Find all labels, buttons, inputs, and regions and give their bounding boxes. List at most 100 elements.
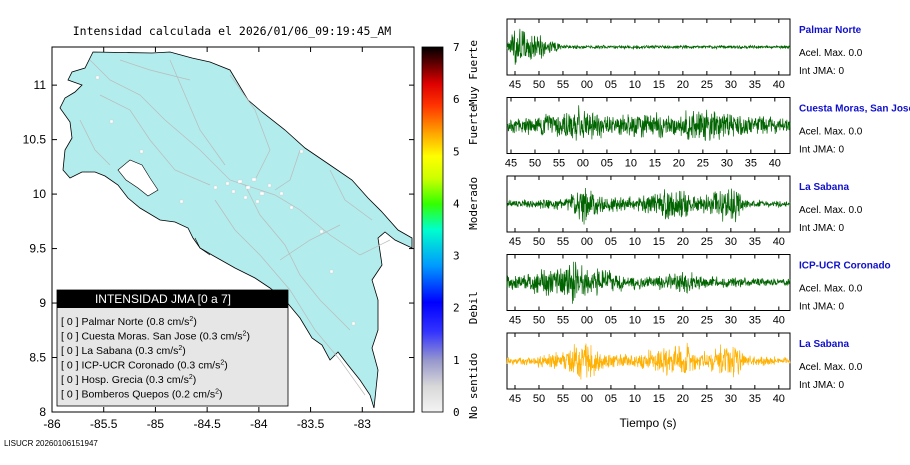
intensity-colorbar: 0 1 2 3 4 5 6 7 No sentido Debil Moderado FuerteMuy… <box>421 40 480 419</box>
map-x-tick-label: -85.5 <box>90 417 118 431</box>
legend-item-prefix: [ 0 ] <box>61 331 79 343</box>
waveform-x-tick-label: 30 <box>725 315 737 327</box>
waveform-x-tick-label: 40 <box>773 79 785 91</box>
station-name: Palmar Norte <box>799 25 862 36</box>
waveform-x-tick-label: 10 <box>629 393 641 405</box>
waveform-x-tick-label: 40 <box>769 158 781 170</box>
legend-item: [ 0 ] Cuesta Moras. San Jose (0.3 cm/s2) <box>61 331 250 343</box>
legend-item-accel: 0.3 <box>139 345 154 357</box>
legend-item-unit-exp: 2 <box>178 345 182 352</box>
waveform-x-tick-label: 55 <box>557 393 569 405</box>
waveform-x-tick-label: 30 <box>725 236 737 248</box>
waveform-x-axis-label: Tiempo (s) <box>620 416 677 430</box>
colorbar-tick-label: 2 <box>453 302 460 315</box>
colorbar-tick-label: 1 <box>453 354 460 367</box>
map-frame <box>51 46 415 413</box>
legend-title: INTENSIDAD JMA [0 a 7] <box>95 292 231 306</box>
waveform-x-tick-label: 25 <box>697 158 709 170</box>
legend-item-name: La Sabana <box>81 345 132 357</box>
legend-item-unit-exp: 2 <box>189 316 193 323</box>
waveform-x-tick-label: 15 <box>649 158 661 170</box>
legend-item-unit: cm/s <box>156 345 178 357</box>
legend-header <box>57 290 288 308</box>
waveform-x-tick-label: 45 <box>509 393 521 405</box>
legend-item-name: Hosp. Grecia <box>81 374 142 386</box>
waveform-x-tick-label: 35 <box>749 315 761 327</box>
map-y-tick-label: 9 <box>39 296 46 310</box>
colorbar-category-label: Muy Fuerte <box>467 40 480 106</box>
legend-item-unit: cm/s <box>167 374 189 386</box>
legend-item-name: Bomberos Quepos <box>81 389 169 401</box>
colorbar-gradient <box>421 46 444 413</box>
waveform-x-tick-label: 40 <box>773 236 785 248</box>
waveform-x-tick-label: 40 <box>773 393 785 405</box>
map-x-tick-label: -86 <box>43 417 61 431</box>
waveform-x-tick-label: 45 <box>505 158 517 170</box>
legend-box <box>56 289 289 407</box>
legend-item-unit: cm/s <box>167 316 189 328</box>
station-name: Cuesta Moras, San Jose <box>799 104 910 115</box>
colorbar-category-label: Debil <box>467 291 480 324</box>
legend-item-prefix: [ 0 ] <box>61 389 79 401</box>
waveform-x-tick-label: 45 <box>509 236 521 248</box>
map-y-tick-label: 8 <box>39 405 46 419</box>
legend-item-unit-exp: 2 <box>220 360 224 367</box>
waveform-x-tick-label: 05 <box>605 393 617 405</box>
waveform-x-tick-label: 15 <box>653 315 665 327</box>
waveform-x-tick-label: 50 <box>533 236 545 248</box>
legend-item-unit-exp: 2 <box>215 389 219 396</box>
colorbar-tick-label: 6 <box>453 93 460 106</box>
town-dots <box>95 75 356 326</box>
station-accel-max: Acel. Max. 0.0 <box>799 205 863 216</box>
waveform-trace <box>506 28 791 65</box>
station-name: La Sabana <box>799 182 849 193</box>
waveform-x-tick-label: 00 <box>581 315 593 327</box>
map-x-tick-label: -84.5 <box>193 417 221 431</box>
map-x-axis: -86 -85.5 -85 -84.5 -84 -83.5 -83 <box>43 47 371 431</box>
footer-id: LISUCR 20260106151947 <box>4 439 98 448</box>
waveform-x-tick-label: 30 <box>725 79 737 91</box>
waveform-x-tick-label: 00 <box>581 236 593 248</box>
waveform-x-tick-label: 00 <box>581 79 593 91</box>
legend-item-accel: 0.8 <box>150 316 165 328</box>
map-title: Intensidad calculada el 2026/01/06_09:19… <box>73 24 392 38</box>
waveform-x-tick-label: 55 <box>557 315 569 327</box>
station-accel-max: Acel. Max. 0.0 <box>799 362 863 373</box>
costa-rica-land <box>59 51 413 409</box>
waveform-x-tick-label: 55 <box>557 236 569 248</box>
station-int-jma: Int JMA: 0 <box>799 66 844 77</box>
waveform-x-tick-label: 35 <box>749 79 761 91</box>
waveform-x-tick-label: 10 <box>625 158 637 170</box>
colorbar-tick-label: 5 <box>453 145 460 158</box>
legend-item-accel: 0.3 <box>149 374 164 386</box>
waveform-x-tick-label: 05 <box>605 79 617 91</box>
colorbar-category-label: Fuerte <box>467 105 480 145</box>
waveform-x-tick-label: 45 <box>509 315 521 327</box>
colorbar-tick-label: 0 <box>453 406 460 419</box>
legend-item: [ 0 ] Bomberos Quepos (0.2 cm/s2) <box>61 389 223 401</box>
map-x-tick-label: -83 <box>354 417 372 431</box>
legend-item: [ 0 ] Palmar Norte (0.8 cm/s2) <box>61 316 197 328</box>
waveform-x-tick-label: 25 <box>701 315 713 327</box>
nicoya-gulf-water <box>117 159 159 197</box>
station-name: ICP-UCR Coronado <box>799 261 891 272</box>
waveform-x-tick-label: 55 <box>553 158 565 170</box>
map-x-tick-label: -85 <box>147 417 165 431</box>
map-x-tick-label: -83.5 <box>297 417 325 431</box>
station-accel-max: Acel. Max. 0.0 <box>799 284 863 295</box>
station-int-jma: Int JMA: 0 <box>799 380 844 391</box>
map-y-tick-label: 9.5 <box>29 242 46 256</box>
waveform-x-tick-label: 20 <box>673 158 685 170</box>
waveform-x-tick-label: 20 <box>677 393 689 405</box>
waveform-panels: 45 50 55 00 05 10 15 20 25 30 35 40 Palmar Norte Acel… <box>505 18 910 405</box>
waveform-trace <box>506 261 791 304</box>
map-y-axis: 8 8.5 9 9.5 10 10.5 11 <box>23 78 414 419</box>
map-y-tick-label: 10 <box>33 187 47 201</box>
waveform-x-tick-label: 40 <box>773 315 785 327</box>
waveform-x-tick-label: 50 <box>533 79 545 91</box>
waveform-x-tick-label: 15 <box>653 79 665 91</box>
legend-item-accel: 0.3 <box>181 360 196 372</box>
waveform-x-tick-label: 50 <box>533 315 545 327</box>
coastal-strip <box>194 237 211 256</box>
waveform-trace <box>506 187 791 225</box>
